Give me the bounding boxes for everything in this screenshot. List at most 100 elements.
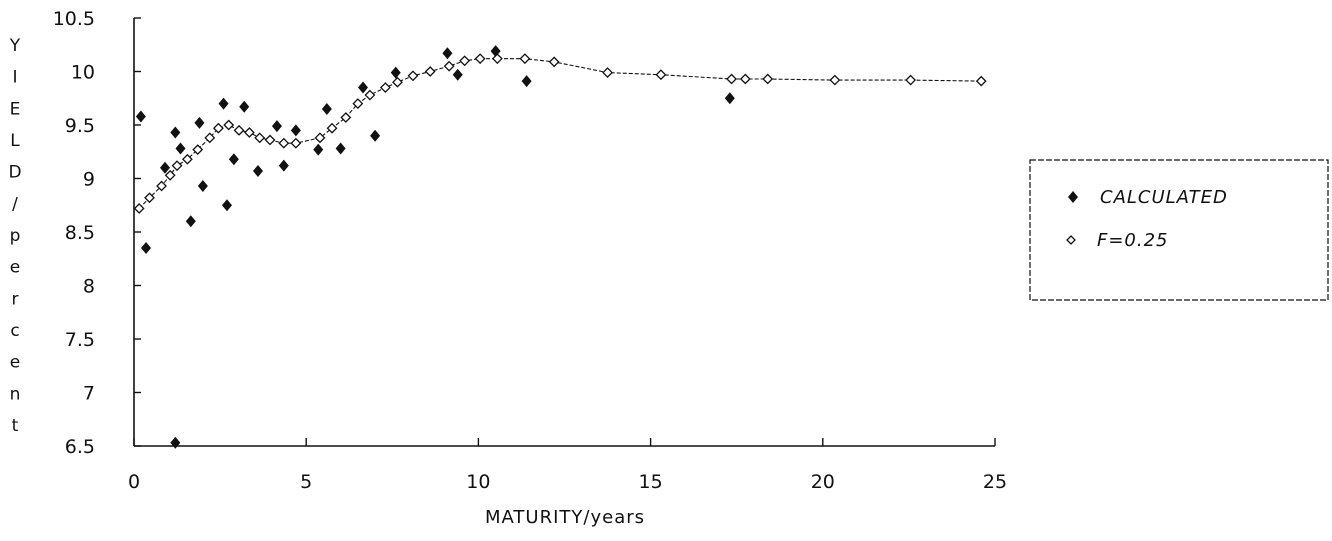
- legend-marker-fit: [1066, 235, 1076, 245]
- point-calculated: [724, 92, 735, 105]
- fit-line: [138, 58, 982, 209]
- y-axis-title-char: p: [10, 226, 21, 246]
- point-fit: [762, 73, 774, 85]
- y-axis-title-char: c: [10, 321, 19, 341]
- point-fit: [407, 70, 419, 82]
- y-ticks: 6.5 7 7.5 8 8.5 9 9.5 10 10.5: [53, 8, 141, 458]
- y-axis-title-char: E: [10, 99, 21, 119]
- point-calculated: [228, 153, 239, 166]
- point-fit: [975, 75, 987, 87]
- point-fit: [340, 112, 352, 123]
- point-fit: [655, 69, 667, 81]
- y-axis-title-char: n: [10, 384, 21, 404]
- point-calculated: [197, 179, 208, 192]
- legend: CALCULATED F=0.25: [1029, 159, 1329, 301]
- point-calculated: [370, 129, 381, 142]
- point-fit: [212, 122, 224, 134]
- x-tick-label: 0: [128, 471, 140, 493]
- point-fit: [829, 74, 841, 86]
- point-calculated: [159, 161, 170, 174]
- y-tick-label: 8: [83, 276, 95, 298]
- point-fit: [519, 53, 531, 65]
- point-fit: [164, 169, 176, 181]
- y-axis-title-char: I: [12, 68, 17, 88]
- legend-label-fit: F=0.25: [1097, 230, 1169, 251]
- y-tick-label: 6.5: [65, 436, 95, 458]
- legend-label-calculated: CALCULATED: [1100, 187, 1228, 208]
- point-fit: [243, 127, 255, 138]
- y-axis-title-char: e: [10, 258, 20, 278]
- y-axis-title-char: t: [12, 416, 19, 436]
- point-fit: [392, 76, 403, 88]
- point-fit: [326, 122, 338, 134]
- point-fit: [364, 89, 376, 101]
- y-axis-title-char: L: [10, 131, 20, 151]
- series-line-fit: [138, 58, 982, 209]
- point-fit: [424, 66, 436, 77]
- point-calculated: [521, 75, 532, 88]
- y-tick-label: 9.5: [65, 115, 95, 137]
- x-tick-label: 10: [466, 471, 490, 493]
- markers: [133, 45, 987, 449]
- point-fit: [254, 132, 266, 144]
- x-tick-label: 5: [300, 471, 312, 493]
- y-axis-title-char: Y: [9, 36, 21, 56]
- point-fit: [233, 124, 245, 136]
- point-fit: [548, 56, 560, 68]
- point-calculated: [141, 242, 152, 255]
- point-calculated: [278, 159, 289, 172]
- point-calculated: [175, 142, 186, 155]
- point-fit: [181, 153, 193, 165]
- point-fit: [443, 60, 455, 72]
- point-calculated: [321, 102, 332, 115]
- point-fit: [192, 144, 204, 156]
- legend-box: [1029, 159, 1329, 301]
- point-calculated: [290, 124, 301, 137]
- y-axis-title-char: D: [8, 163, 21, 183]
- point-fit: [459, 55, 471, 67]
- point-fit: [379, 82, 391, 93]
- point-calculated: [390, 66, 401, 79]
- point-calculated: [313, 143, 324, 156]
- point-calculated: [335, 142, 346, 155]
- point-fit: [726, 73, 737, 85]
- point-fit: [905, 74, 917, 86]
- y-tick-label: 9: [83, 169, 95, 191]
- point-calculated: [221, 199, 232, 212]
- point-calculated: [239, 100, 250, 113]
- point-fit: [474, 53, 486, 65]
- point-calculated: [170, 436, 181, 449]
- y-axis-title-char: r: [12, 289, 19, 309]
- point-fit: [156, 180, 167, 192]
- point-fit: [352, 98, 364, 110]
- point-calculated: [442, 47, 453, 60]
- point-fit: [171, 160, 183, 172]
- y-axis-title-char: /: [12, 194, 18, 214]
- plot-area: 6.5 7 7.5 8 8.5 9 9.5 10 10.5 0 5 10 15 20 25: [53, 8, 1007, 493]
- point-fit: [278, 137, 290, 149]
- y-tick-label: 10.5: [53, 8, 95, 30]
- x-tick-label: 15: [639, 471, 663, 493]
- y-tick-label: 10: [71, 62, 95, 84]
- point-fit: [223, 119, 235, 131]
- point-calculated: [452, 68, 463, 81]
- point-calculated: [170, 126, 181, 139]
- point-fit: [133, 203, 145, 214]
- point-fit: [204, 132, 216, 144]
- point-fit: [739, 73, 751, 85]
- y-tick-label: 8.5: [65, 222, 95, 244]
- x-axis-title: MATURITY/years: [485, 507, 645, 528]
- legend-marker-calculated: [1068, 191, 1078, 203]
- y-axis-title-char: e: [10, 353, 20, 373]
- point-calculated: [271, 120, 282, 133]
- point-fit: [491, 53, 503, 65]
- point-calculated: [185, 215, 196, 228]
- y-tick-label: 7.5: [65, 329, 95, 351]
- point-fit: [314, 132, 326, 144]
- point-calculated: [218, 97, 229, 110]
- x-ticks: 0 5 10 15 20 25: [128, 438, 1007, 493]
- point-fit: [264, 134, 276, 146]
- y-tick-label: 7: [83, 383, 95, 405]
